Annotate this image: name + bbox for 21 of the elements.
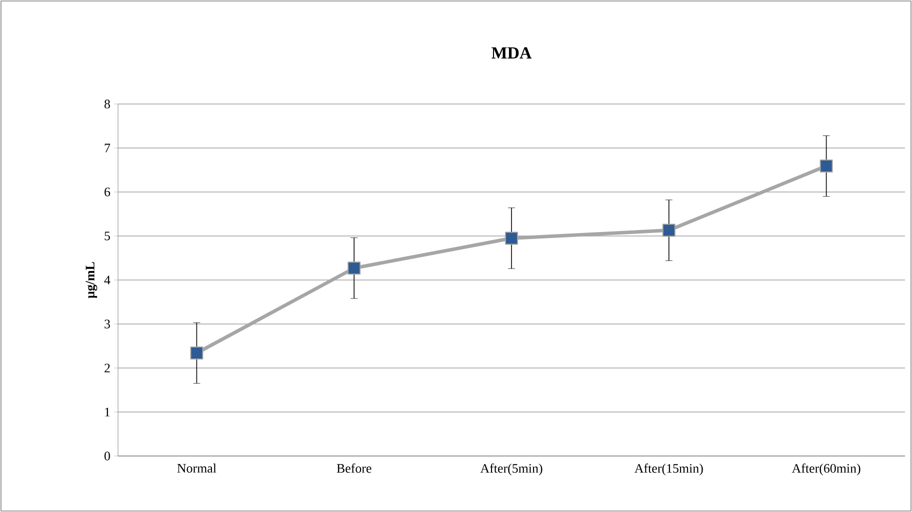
y-tick-label: 1 [105,408,110,416]
x-tick-label: Before [336,464,372,473]
x-tick-label: After(60min) [792,464,860,476]
y-tick-label: 8 [104,100,110,108]
x-tick-label: After(15min) [634,464,703,476]
point [662,224,676,237]
x-tick-label: Normal [177,464,216,473]
y-tick-label: 3 [104,320,110,328]
chart-title: MDA [492,47,532,59]
y-tick-label: 4 [104,276,110,284]
x-tick-label: After(5min) [480,464,542,476]
y-axis-title: μg/mL [86,262,98,298]
y-tick-label: 0 [104,452,110,460]
point [348,262,361,275]
y-tick-label: 7 [104,144,110,152]
y-tick-label: 6 [104,188,110,196]
point [505,232,518,245]
y-tick-label: 2 [104,364,110,372]
point [190,346,204,360]
y-tick-label: 5 [104,232,110,240]
point [820,160,833,173]
